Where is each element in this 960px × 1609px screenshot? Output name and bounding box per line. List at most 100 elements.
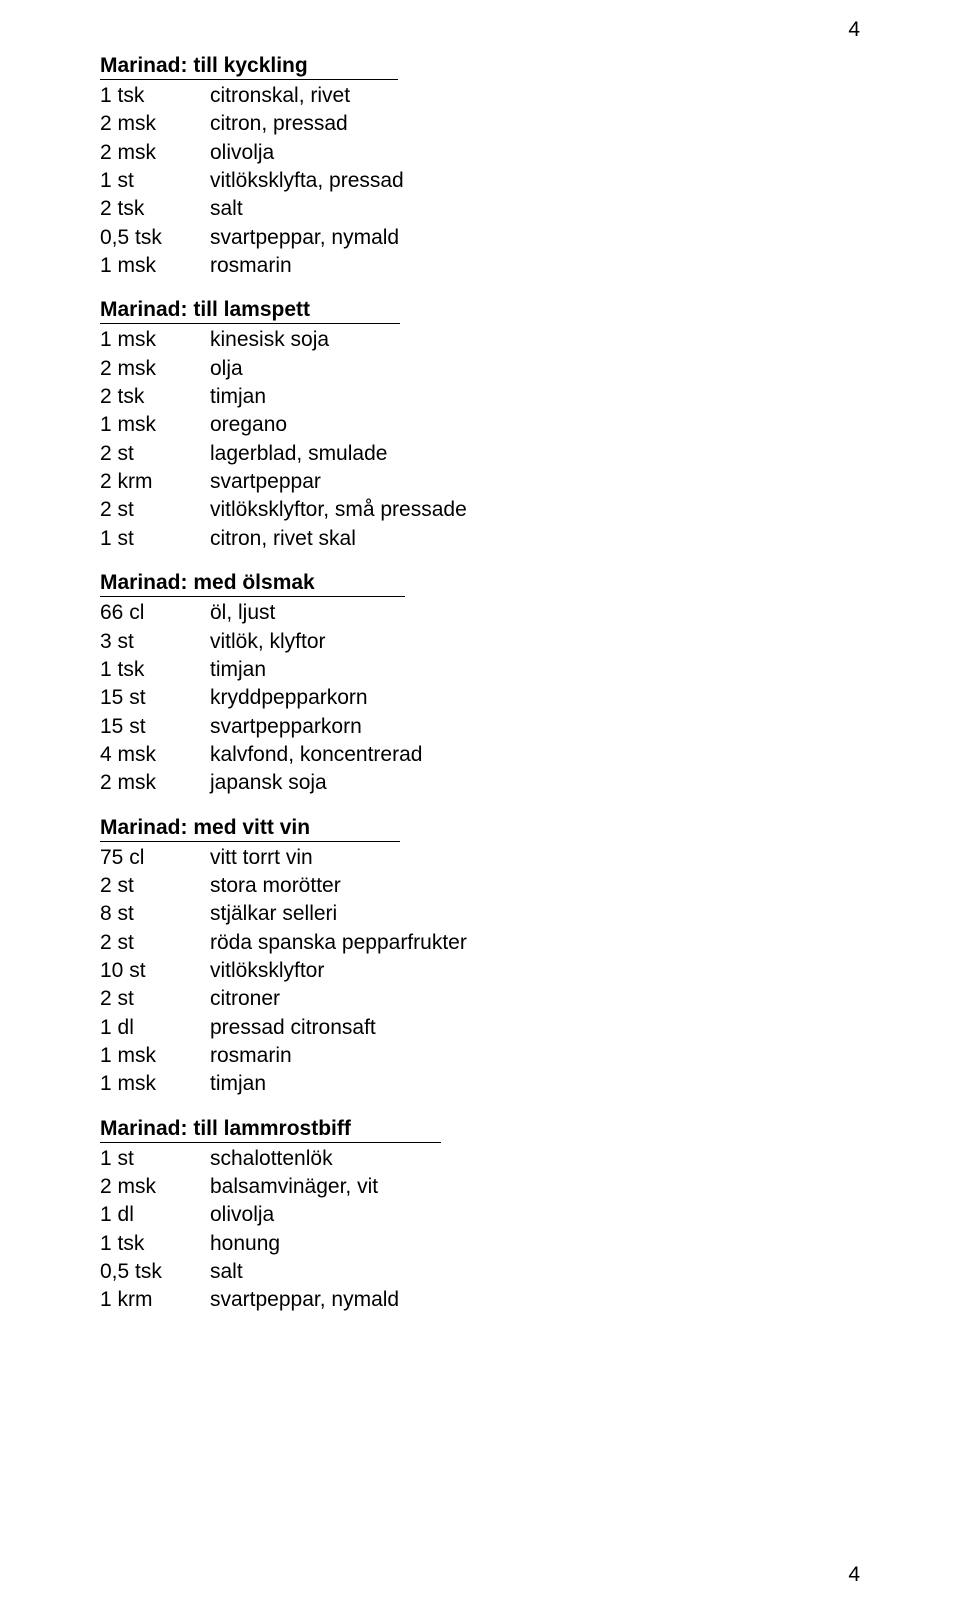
- ingredient-row: 2 mskolja: [100, 355, 860, 383]
- ingredient-row: 0,5 tsksalt: [100, 1258, 860, 1286]
- ingredient-row: 1 tsktimjan: [100, 656, 860, 684]
- ingredient-row: 1 stcitron, rivet skal: [100, 525, 860, 553]
- ingredient-quantity: 2 msk: [100, 1173, 210, 1201]
- ingredient-name: honung: [210, 1230, 860, 1258]
- ingredient-row: 2 krmsvartpeppar: [100, 468, 860, 496]
- ingredient-name: rosmarin: [210, 252, 860, 280]
- ingredient-name: olivolja: [210, 1201, 860, 1229]
- ingredient-name: citron, rivet skal: [210, 525, 860, 553]
- ingredient-row: 2 mskcitron, pressad: [100, 110, 860, 138]
- ingredient-row: 15 stsvartpepparkorn: [100, 713, 860, 741]
- ingredient-row: 2 stlagerblad, smulade: [100, 440, 860, 468]
- ingredient-row: 75 clvitt torrt vin: [100, 844, 860, 872]
- ingredient-quantity: 2 krm: [100, 468, 210, 496]
- ingredient-row: 1 tskcitronskal, rivet: [100, 82, 860, 110]
- ingredient-row: 1 dlolivolja: [100, 1201, 860, 1229]
- ingredient-name: vitlök, klyftor: [210, 628, 860, 656]
- ingredient-row: 2 ströda spanska pepparfrukter: [100, 929, 860, 957]
- ingredient-name: citronskal, rivet: [210, 82, 860, 110]
- ingredient-name: röda spanska pepparfrukter: [210, 929, 860, 957]
- ingredient-quantity: 1 dl: [100, 1201, 210, 1229]
- ingredient-row: 3 stvitlök, klyftor: [100, 628, 860, 656]
- ingredient-row: 0,5 tsksvartpeppar, nymald: [100, 224, 860, 252]
- ingredient-name: schalottenlök: [210, 1145, 860, 1173]
- ingredient-name: kryddpepparkorn: [210, 684, 860, 712]
- ingredient-row: 1 mskrosmarin: [100, 252, 860, 280]
- ingredient-row: 4 mskkalvfond, koncentrerad: [100, 741, 860, 769]
- ingredient-quantity: 1 tsk: [100, 656, 210, 684]
- ingredient-quantity: 2 st: [100, 872, 210, 900]
- ingredient-row: 1 tskhonung: [100, 1230, 860, 1258]
- ingredient-row: 2 tsksalt: [100, 195, 860, 223]
- ingredient-quantity: 1 st: [100, 1145, 210, 1173]
- ingredient-quantity: 2 st: [100, 496, 210, 524]
- section-title: Marinad: till lamspett: [100, 298, 400, 324]
- ingredient-quantity: 0,5 tsk: [100, 1258, 210, 1286]
- ingredient-row: 2 mskbalsamvinäger, vit: [100, 1173, 860, 1201]
- ingredient-row: 10 stvitlöksklyftor: [100, 957, 860, 985]
- page-number-bottom: 4: [848, 1563, 860, 1587]
- ingredient-quantity: 2 st: [100, 929, 210, 957]
- ingredient-name: öl, ljust: [210, 599, 860, 627]
- ingredient-quantity: 2 msk: [100, 110, 210, 138]
- ingredient-name: svartpeppar, nymald: [210, 224, 860, 252]
- ingredient-quantity: 2 tsk: [100, 383, 210, 411]
- ingredient-name: kinesisk soja: [210, 326, 860, 354]
- ingredient-quantity: 1 krm: [100, 1286, 210, 1314]
- section-title: Marinad: till lammrostbiff: [100, 1117, 441, 1143]
- ingredient-name: rosmarin: [210, 1042, 860, 1070]
- ingredient-quantity: 1 msk: [100, 411, 210, 439]
- ingredient-quantity: 1 st: [100, 525, 210, 553]
- ingredient-row: 1 krmsvartpeppar, nymald: [100, 1286, 860, 1314]
- sections-container: Marinad: till kyckling1 tskcitronskal, r…: [100, 54, 860, 1315]
- ingredient-row: 1 msktimjan: [100, 1070, 860, 1098]
- ingredient-name: timjan: [210, 383, 860, 411]
- section-title: Marinad: med ölsmak: [100, 571, 405, 597]
- document-page: 4 Marinad: till kyckling1 tskcitronskal,…: [0, 0, 960, 1609]
- ingredient-quantity: 2 st: [100, 985, 210, 1013]
- ingredient-row: 1 mskkinesisk soja: [100, 326, 860, 354]
- ingredient-name: balsamvinäger, vit: [210, 1173, 860, 1201]
- ingredient-name: japansk soja: [210, 769, 860, 797]
- ingredient-row: 1 dlpressad citronsaft: [100, 1014, 860, 1042]
- recipe-section: Marinad: till kyckling1 tskcitronskal, r…: [100, 54, 860, 280]
- ingredient-name: stora morötter: [210, 872, 860, 900]
- ingredient-quantity: 1 msk: [100, 1042, 210, 1070]
- ingredient-name: vitlöksklyftor: [210, 957, 860, 985]
- ingredient-quantity: 10 st: [100, 957, 210, 985]
- ingredient-name: vitlöksklyftor, små pressade: [210, 496, 860, 524]
- ingredient-name: timjan: [210, 1070, 860, 1098]
- ingredient-name: citroner: [210, 985, 860, 1013]
- ingredient-name: pressad citronsaft: [210, 1014, 860, 1042]
- ingredient-quantity: 1 tsk: [100, 82, 210, 110]
- ingredient-name: olja: [210, 355, 860, 383]
- ingredient-row: 15 stkryddpepparkorn: [100, 684, 860, 712]
- recipe-section: Marinad: till lammrostbiff1 stschalotten…: [100, 1117, 860, 1315]
- page-number-top: 4: [848, 18, 860, 42]
- ingredient-quantity: 15 st: [100, 684, 210, 712]
- ingredient-quantity: 2 tsk: [100, 195, 210, 223]
- ingredient-quantity: 8 st: [100, 900, 210, 928]
- ingredient-row: 66 clöl, ljust: [100, 599, 860, 627]
- ingredient-name: svartpeppar, nymald: [210, 1286, 860, 1314]
- recipe-section: Marinad: till lamspett1 mskkinesisk soja…: [100, 298, 860, 553]
- ingredient-quantity: 1 tsk: [100, 1230, 210, 1258]
- ingredient-row: 1 stvitlöksklyfta, pressad: [100, 167, 860, 195]
- ingredient-name: citron, pressad: [210, 110, 860, 138]
- ingredient-quantity: 3 st: [100, 628, 210, 656]
- ingredient-name: svartpeppar: [210, 468, 860, 496]
- ingredient-quantity: 2 st: [100, 440, 210, 468]
- ingredient-quantity: 66 cl: [100, 599, 210, 627]
- ingredient-name: kalvfond, koncentrerad: [210, 741, 860, 769]
- ingredient-name: lagerblad, smulade: [210, 440, 860, 468]
- ingredient-row: 1 stschalottenlök: [100, 1145, 860, 1173]
- section-title: Marinad: med vitt vin: [100, 816, 400, 842]
- ingredient-name: timjan: [210, 656, 860, 684]
- ingredient-quantity: 0,5 tsk: [100, 224, 210, 252]
- ingredient-quantity: 1 msk: [100, 326, 210, 354]
- recipe-section: Marinad: med ölsmak66 clöl, ljust3 stvit…: [100, 571, 860, 797]
- section-title: Marinad: till kyckling: [100, 54, 398, 80]
- ingredient-name: stjälkar selleri: [210, 900, 860, 928]
- ingredient-name: vitt torrt vin: [210, 844, 860, 872]
- ingredient-quantity: 2 msk: [100, 139, 210, 167]
